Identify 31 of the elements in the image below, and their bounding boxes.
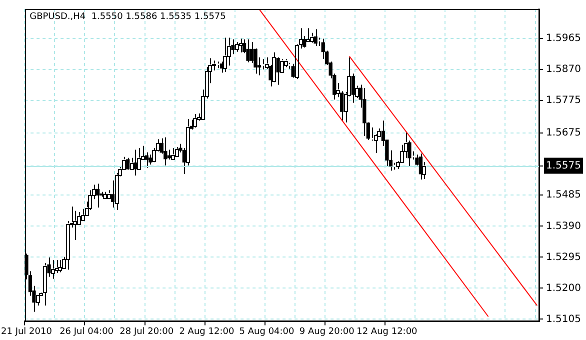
candlestick bbox=[276, 56, 280, 86]
y-tick-label: 1.5675 bbox=[546, 128, 582, 139]
x-tick-label: 9 Aug 20:00 bbox=[299, 326, 355, 337]
y-tick-label: 1.5200 bbox=[546, 282, 582, 294]
candlestick bbox=[43, 262, 48, 306]
y-tick-label: 1.5870 bbox=[546, 64, 582, 76]
candlestick bbox=[80, 208, 85, 222]
y-tick-label: 1.5390 bbox=[546, 220, 582, 232]
candlestick bbox=[351, 73, 355, 104]
candlestick bbox=[96, 183, 100, 208]
candlestick bbox=[66, 220, 70, 270]
x-tick-label: 26 Jul 04:00 bbox=[60, 326, 114, 337]
x-tick-label: 5 Aug 04:00 bbox=[239, 326, 295, 337]
candlestick bbox=[314, 28, 318, 46]
candlestick bbox=[246, 38, 250, 63]
candlestick bbox=[148, 154, 152, 165]
candlestick bbox=[126, 157, 130, 170]
y-tick-label: 1.5105 bbox=[546, 314, 582, 325]
chart-title: GBPUSD.,H4 1.5550 1.5586 1.5535 1.5575 bbox=[30, 12, 226, 22]
x-tick-label: 2 Aug 12:00 bbox=[179, 326, 234, 337]
y-tick-label: 1.5575 bbox=[546, 160, 582, 172]
x-tick-label: 28 Jul 20:00 bbox=[120, 326, 174, 337]
y-tick-label: 1.5295 bbox=[546, 252, 582, 263]
x-tick-label: 12 Aug 12:00 bbox=[356, 326, 418, 337]
y-tick-label: 1.5485 bbox=[546, 190, 582, 201]
x-tick-label: 21 Jul 2010 bbox=[1, 326, 52, 337]
candlestick bbox=[250, 41, 254, 64]
candlestick bbox=[58, 260, 62, 273]
y-tick-label: 1.5965 bbox=[546, 32, 582, 44]
candlestick bbox=[164, 136, 168, 166]
y-tick-label: 1.5775 bbox=[546, 95, 582, 106]
